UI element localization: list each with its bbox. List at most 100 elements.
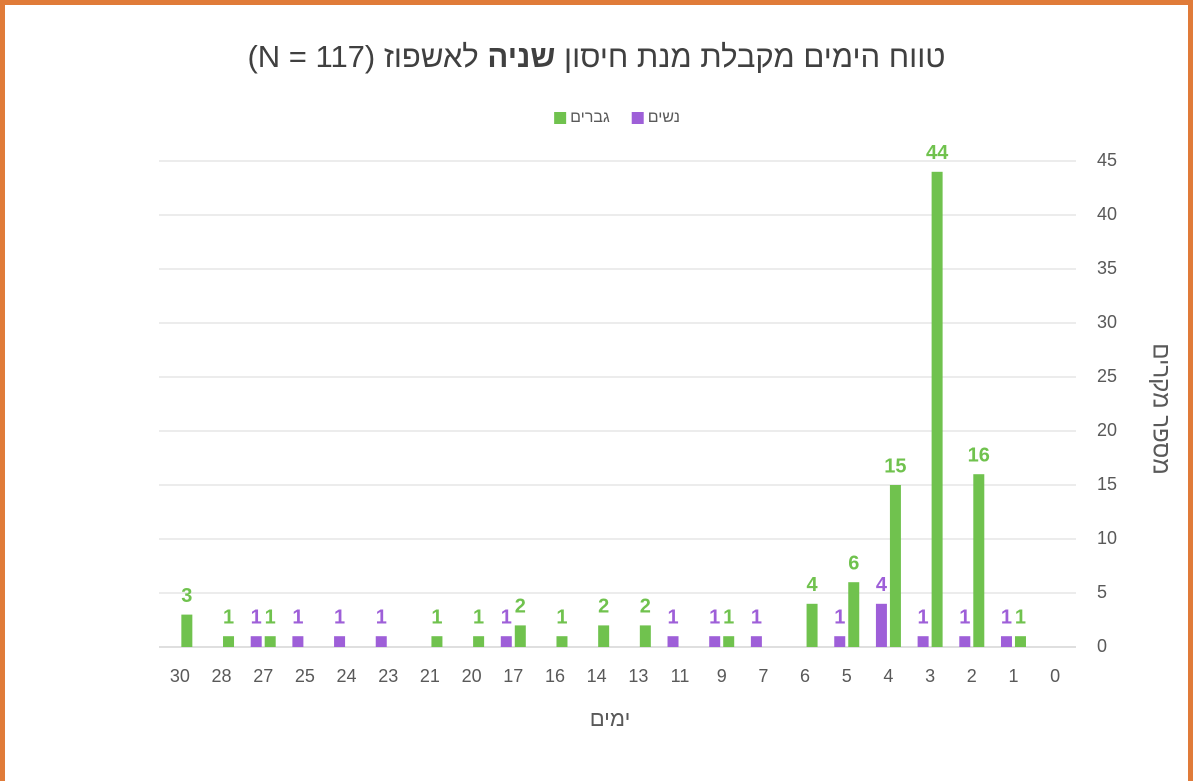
- data-label: 44: [926, 142, 949, 164]
- data-label: 1: [501, 606, 512, 628]
- data-label: 2: [640, 596, 651, 618]
- data-label: 1: [473, 606, 484, 628]
- bar: [292, 636, 304, 647]
- y-tick-label: 0: [1097, 636, 1107, 656]
- bar: [917, 636, 929, 647]
- bar: [889, 485, 901, 647]
- x-tick-label: 28: [212, 666, 232, 686]
- legend-label: גברים: [570, 109, 610, 126]
- data-label: 2: [515, 596, 526, 618]
- data-label: 1: [223, 606, 234, 628]
- x-tick-label: 27: [253, 666, 273, 686]
- bar: [1000, 636, 1012, 647]
- data-label: 1: [376, 606, 387, 628]
- title-part: שניה: [487, 39, 556, 74]
- x-tick-label: 5: [842, 666, 852, 686]
- x-tick-label: 13: [628, 666, 648, 686]
- x-axis-label: ימים: [590, 706, 631, 731]
- chart-title: טווח הימים מקבלת מנת חיסון שניה לאשפוז (…: [5, 39, 1188, 75]
- data-label: 1: [334, 606, 345, 628]
- data-label: 1: [918, 606, 929, 628]
- y-tick-label: 30: [1097, 312, 1117, 332]
- data-label: 1: [834, 606, 845, 628]
- x-tick-label: 4: [883, 666, 893, 686]
- bar: [667, 636, 679, 647]
- data-label: 1: [1015, 606, 1026, 628]
- data-label: 1: [751, 606, 762, 628]
- bar: [834, 636, 846, 647]
- data-label: 1: [709, 606, 720, 628]
- x-tick-label: 11: [671, 666, 690, 686]
- y-tick-label: 45: [1097, 150, 1117, 170]
- bar: [750, 636, 762, 647]
- title-part: לאשפוז (N = 117): [247, 39, 479, 74]
- bar: [723, 636, 735, 647]
- bar: [514, 625, 526, 647]
- bar: [875, 603, 887, 647]
- bar: [431, 636, 443, 647]
- bar: [848, 582, 860, 647]
- bar: [250, 636, 262, 647]
- x-tick-label: 25: [295, 666, 315, 686]
- bar: [806, 603, 818, 647]
- y-axis-label: מספר מקרים: [1148, 343, 1175, 474]
- bar: [500, 636, 512, 647]
- data-label: 1: [1001, 606, 1012, 628]
- bar: [334, 636, 346, 647]
- data-label: 4: [876, 574, 888, 596]
- y-tick-label: 40: [1097, 204, 1117, 224]
- x-tick-label: 1: [1008, 666, 1018, 686]
- legend-swatch: [631, 112, 644, 124]
- x-tick-label: 7: [758, 666, 768, 686]
- legend-swatch: [554, 112, 567, 124]
- bar: [639, 625, 651, 647]
- y-tick-label: 5: [1097, 582, 1107, 602]
- data-label: 1: [265, 606, 276, 628]
- y-tick-label: 10: [1097, 528, 1117, 548]
- data-label: 1: [431, 606, 442, 628]
- data-label: 1: [292, 606, 303, 628]
- legend-label: נשים: [648, 109, 680, 126]
- title-part: טווח הימים מקבלת מנת חיסון: [564, 39, 946, 74]
- bar: [931, 171, 943, 648]
- data-label: 1: [723, 606, 734, 628]
- chart: ימים מספר מקרים 051015202530354045נשיםגב…: [159, 109, 1175, 731]
- bar: [1014, 636, 1026, 647]
- bar: [556, 636, 568, 647]
- x-tick-label: 2: [967, 666, 977, 686]
- data-label: 4: [807, 574, 819, 596]
- data-label: 2: [598, 596, 609, 618]
- data-label: 3: [181, 585, 192, 607]
- x-tick-label: 16: [545, 666, 565, 686]
- data-label: 16: [968, 444, 990, 466]
- bar: [598, 625, 610, 647]
- x-tick-label: 3: [925, 666, 935, 686]
- bar: [473, 636, 485, 647]
- x-tick-label: 30: [170, 666, 190, 686]
- y-tick-label: 25: [1097, 366, 1117, 386]
- x-tick-label: 6: [800, 666, 810, 686]
- x-tick-label: 17: [503, 666, 523, 686]
- x-tick-label: 23: [378, 666, 398, 686]
- x-tick-label: 20: [462, 666, 482, 686]
- data-label: 15: [884, 455, 906, 477]
- bar: [709, 636, 721, 647]
- bar: [223, 636, 235, 647]
- bar: [264, 636, 276, 647]
- y-tick-label: 20: [1097, 420, 1117, 440]
- data-label: 1: [251, 606, 262, 628]
- x-tick-label: 14: [587, 666, 607, 686]
- bar: [181, 614, 193, 647]
- x-tick-label: 24: [337, 666, 357, 686]
- bar: [973, 474, 985, 647]
- bar: [959, 636, 971, 647]
- y-tick-label: 15: [1097, 474, 1117, 494]
- x-tick-label: 0: [1050, 666, 1060, 686]
- data-label: 1: [959, 606, 970, 628]
- data-label: 1: [556, 606, 567, 628]
- y-tick-label: 35: [1097, 258, 1117, 278]
- data-label: 1: [667, 606, 678, 628]
- x-tick-label: 9: [717, 666, 727, 686]
- x-tick-label: 21: [420, 666, 440, 686]
